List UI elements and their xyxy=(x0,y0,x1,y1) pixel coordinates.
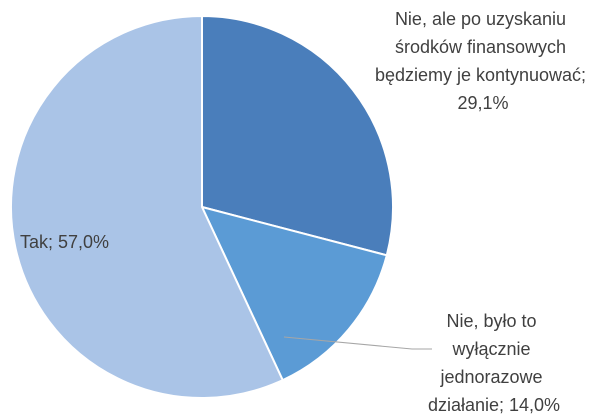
leader-line xyxy=(283,336,432,350)
label-line: będziemy je kontynuować; xyxy=(375,65,590,85)
data-label: Nie, było to wyłącznie jednorazowe dział… xyxy=(428,311,560,414)
pie-slice xyxy=(200,205,389,382)
data-label: Nie, ale po uzyskaniu środków finansowyc… xyxy=(375,9,590,113)
pie-slice xyxy=(201,14,394,257)
label-line: środków finansowych xyxy=(395,37,571,57)
pie-slice xyxy=(10,14,285,399)
label-line: Nie, było to xyxy=(446,311,541,331)
data-label: Tak; 57,0% xyxy=(20,232,109,252)
label-line: Tak; 57,0% xyxy=(20,232,109,252)
label-line: działanie; 14,0% xyxy=(428,395,560,414)
pie xyxy=(10,14,394,399)
label-line: 29,1% xyxy=(457,93,508,113)
label-line: wyłącznie xyxy=(451,339,535,359)
label-line: jednorazowe xyxy=(439,367,547,387)
label-line: Nie, ale po uzyskaniu xyxy=(395,9,571,29)
